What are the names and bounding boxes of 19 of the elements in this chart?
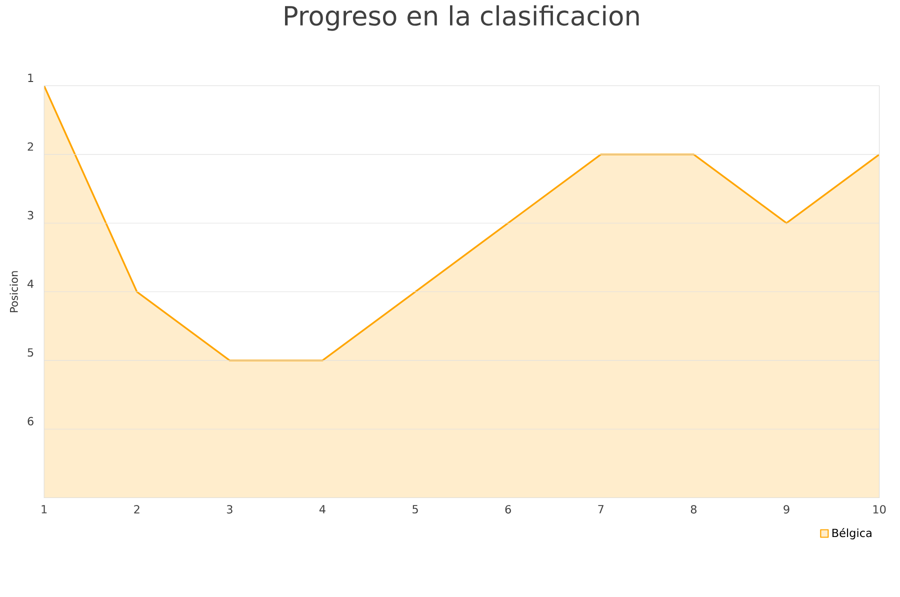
- x-tick-label: 2: [134, 505, 140, 514]
- y-tick-label: 6: [28, 416, 34, 426]
- x-tick-label: 8: [690, 505, 697, 514]
- chart-title: Progreso en la clasificacion: [285, 5, 639, 31]
- x-tick-label: 1: [42, 505, 47, 514]
- x-tick-label: 6: [505, 505, 511, 514]
- x-tick-label: 7: [598, 505, 604, 514]
- y-tick-label: 4: [28, 280, 34, 288]
- y-axis-title: Posicion: [10, 271, 18, 312]
- y-tick-label: 3: [28, 210, 34, 220]
- y-tick-label: 1: [28, 74, 34, 82]
- y-tick-label: 5: [28, 348, 34, 357]
- x-tick-label: 10: [873, 505, 886, 514]
- x-tick-label: 9: [784, 505, 790, 514]
- legend-label: Bélgica: [832, 528, 872, 540]
- x-tick-label: 3: [226, 505, 232, 514]
- x-tick-label: 4: [319, 505, 326, 514]
- x-tick-label: 5: [412, 505, 418, 514]
- y-tick-label: 2: [28, 142, 34, 151]
